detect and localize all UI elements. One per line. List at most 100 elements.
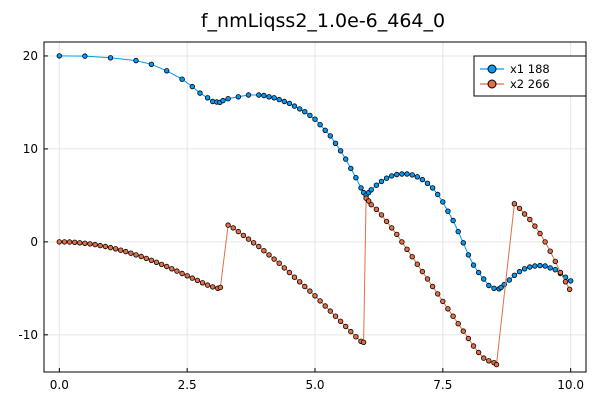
data-point: [383, 218, 390, 225]
legend-label-x1: x1 188: [510, 62, 550, 76]
data-point: [404, 171, 410, 177]
data-point: [348, 165, 354, 172]
data-point: [399, 171, 405, 177]
data-point: [148, 61, 155, 68]
data-point: [286, 100, 293, 107]
data-point: [281, 98, 287, 105]
data-point: [112, 246, 119, 252]
x-tick-label: 5.0: [305, 378, 324, 392]
data-point: [435, 291, 441, 297]
x-tick-label: 0.0: [50, 378, 69, 392]
data-point: [286, 269, 293, 276]
data-point: [66, 239, 73, 245]
data-point: [107, 244, 114, 251]
data-point: [486, 282, 492, 289]
data-point: [307, 288, 313, 294]
data-point: [537, 262, 543, 269]
data-point: [87, 241, 93, 247]
series-layer: [56, 53, 574, 368]
data-point: [552, 258, 558, 265]
data-point: [189, 83, 195, 90]
data-point: [337, 318, 344, 324]
legend-marker-x2: [487, 79, 497, 89]
data-point: [455, 321, 461, 327]
data-point: [547, 248, 553, 254]
data-point: [486, 358, 492, 364]
data-point: [245, 236, 252, 242]
data-point: [225, 95, 231, 102]
data-point: [414, 261, 420, 267]
data-point: [506, 277, 512, 283]
data-point: [465, 252, 472, 258]
data-point: [128, 250, 134, 256]
y-tick-label: 20: [23, 49, 38, 63]
data-point: [547, 265, 553, 271]
data-point: [521, 211, 528, 217]
data-point: [404, 246, 410, 252]
data-point: [92, 241, 98, 248]
ticks-layer: 0.0 2.5 5.0 7.5 10.0 -10 0 10 20: [18, 49, 584, 392]
data-point: [389, 173, 395, 179]
data-point: [343, 156, 349, 162]
data-point: [153, 259, 160, 265]
data-point: [475, 269, 482, 276]
data-point: [511, 272, 518, 278]
data-point: [527, 216, 533, 223]
data-point: [322, 303, 328, 309]
data-point: [516, 205, 523, 212]
data-point: [542, 239, 548, 245]
data-point: [82, 53, 88, 59]
data-point: [179, 270, 185, 277]
data-point: [373, 182, 380, 188]
data-point: [271, 95, 277, 101]
data-point: [256, 243, 262, 250]
data-point: [317, 121, 323, 128]
data-point: [445, 306, 451, 312]
data-point: [378, 178, 385, 185]
data-point: [568, 278, 574, 284]
data-point: [537, 230, 543, 237]
data-point: [348, 328, 354, 335]
data-point: [225, 222, 231, 228]
data-point: [373, 206, 380, 212]
data-point: [450, 217, 456, 224]
data-point: [256, 92, 262, 98]
data-point: [56, 239, 62, 245]
data-point: [235, 94, 241, 100]
data-point: [197, 90, 203, 96]
data-point: [312, 293, 318, 299]
data-point: [217, 284, 224, 291]
data-point: [169, 266, 175, 272]
data-point: [368, 187, 374, 193]
data-point: [491, 285, 497, 291]
data-point: [61, 239, 68, 245]
data-point: [266, 94, 272, 100]
data-point: [460, 240, 466, 246]
data-point: [440, 298, 446, 305]
data-point: [557, 269, 564, 276]
legend-marker-x1: [487, 64, 497, 74]
data-point: [445, 208, 451, 214]
data-point: [435, 191, 441, 198]
data-point: [276, 96, 282, 103]
data-point: [419, 268, 426, 275]
data-point: [199, 280, 206, 286]
data-point: [552, 267, 558, 273]
data-point: [123, 248, 129, 255]
data-point: [302, 283, 308, 290]
data-point: [414, 174, 420, 180]
data-point: [394, 171, 400, 178]
data-point: [179, 76, 185, 82]
data-point: [174, 268, 180, 274]
chart-title: f_nmLiqss2_1.0e-6_464_0: [201, 10, 445, 32]
data-point: [327, 133, 333, 139]
data-point: [378, 212, 385, 218]
data-point: [204, 282, 211, 288]
series-1: [56, 53, 574, 292]
data-point: [389, 225, 395, 231]
data-point: [511, 200, 518, 207]
legend: x1 188 x2 266: [473, 55, 587, 97]
x-tick-label: 2.5: [178, 378, 197, 392]
data-point: [562, 279, 569, 285]
data-point: [399, 239, 405, 245]
